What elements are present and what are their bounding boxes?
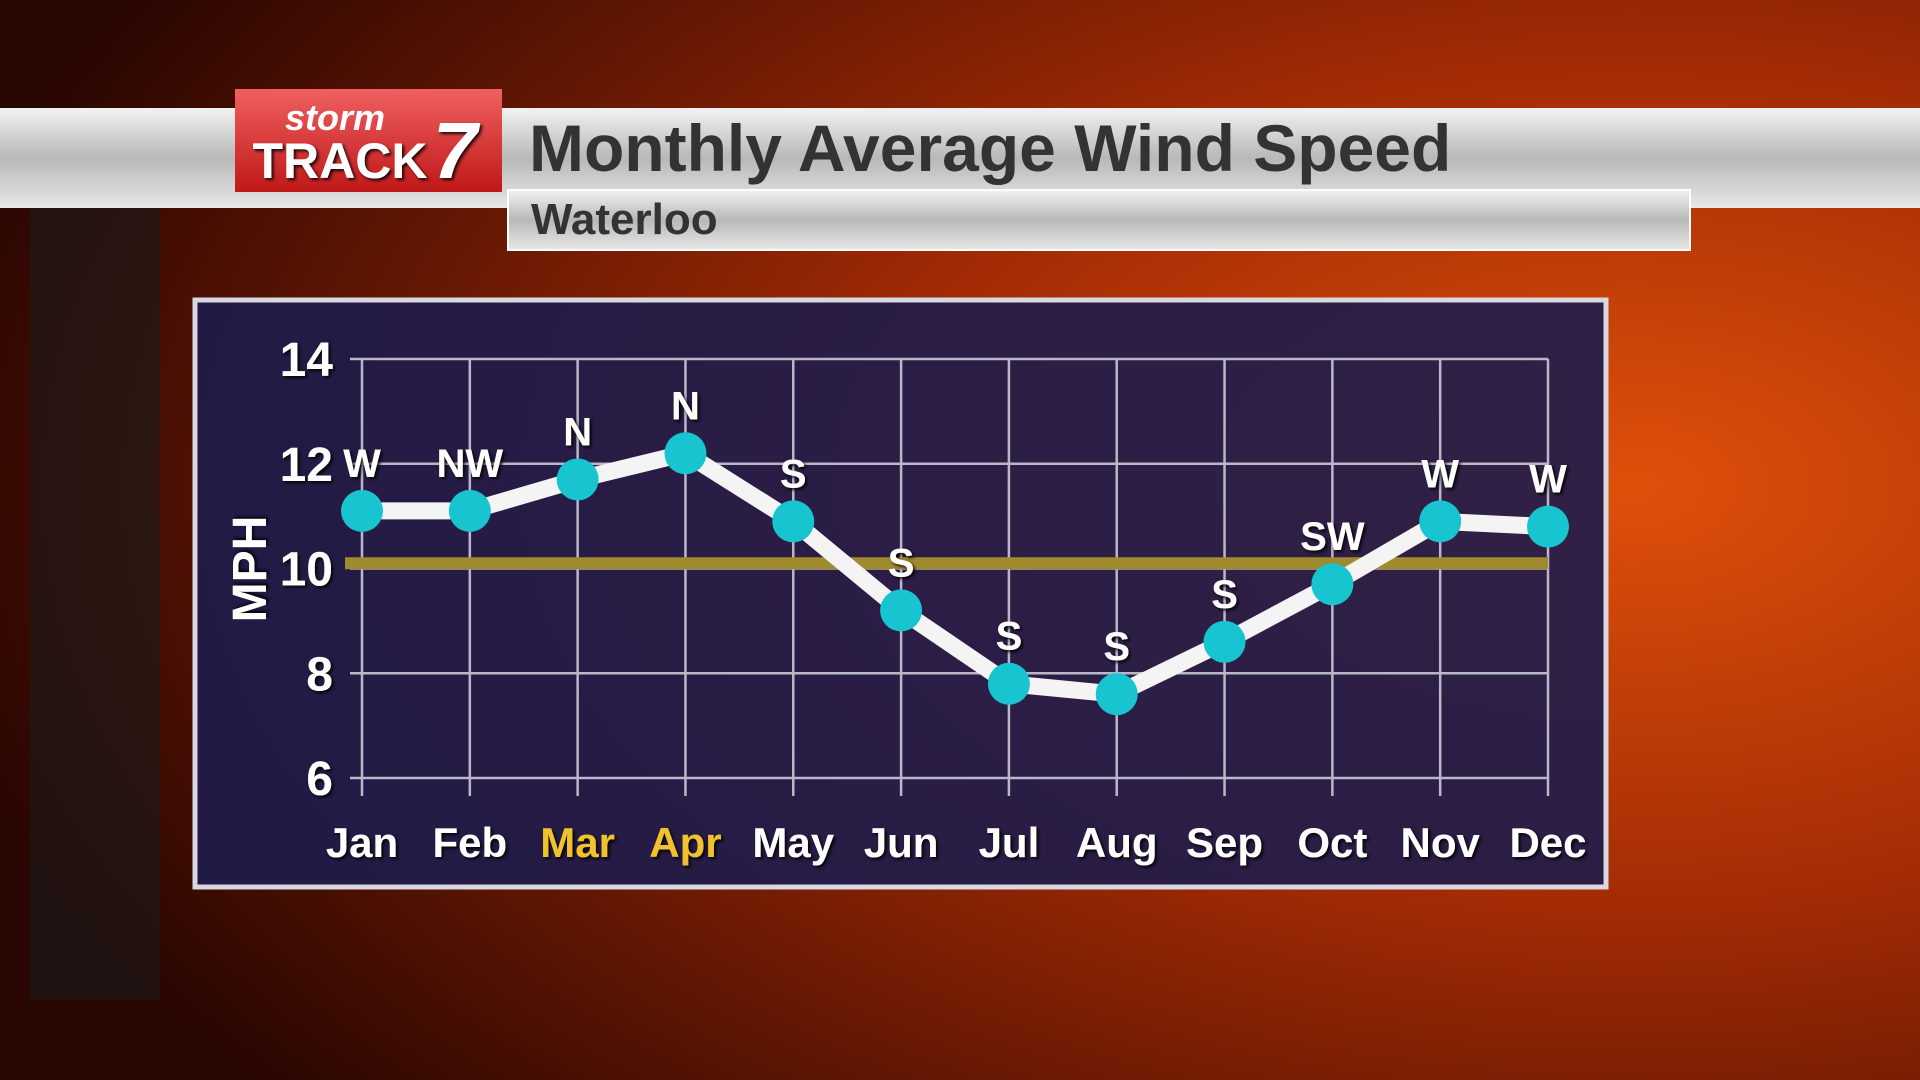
data-point: [341, 489, 383, 532]
x-tick-label: Jun: [864, 819, 939, 866]
logo-box: [235, 89, 502, 192]
data-point: [1311, 563, 1354, 606]
x-tick-label: Sep: [1186, 819, 1263, 866]
direction-label: S: [996, 615, 1023, 659]
y-tick-label: 6: [306, 753, 333, 806]
data-point: [664, 432, 707, 475]
direction-label: NW: [436, 442, 503, 486]
x-tick-label: Apr: [649, 819, 721, 866]
logo-line2: TRACK: [253, 133, 428, 189]
x-tick-label: Jan: [326, 819, 398, 866]
direction-label: S: [1211, 573, 1238, 617]
x-tick-label: Mar: [540, 819, 615, 866]
data-point: [880, 589, 923, 632]
chart-title: Monthly Average Wind Speed: [529, 111, 1451, 185]
logo-line1: storm: [285, 97, 385, 138]
y-tick-label: 10: [280, 544, 333, 597]
x-tick-label: Oct: [1297, 819, 1367, 866]
direction-label: W: [1421, 452, 1459, 496]
data-point: [987, 662, 1030, 705]
direction-label: S: [888, 541, 915, 585]
x-tick-label: Nov: [1401, 819, 1481, 866]
data-point: [1527, 505, 1569, 548]
data-point: [1419, 500, 1462, 543]
data-point: [448, 489, 491, 532]
x-tick-label: May: [752, 819, 834, 866]
direction-label: S: [780, 452, 807, 496]
x-tick-label: Feb: [432, 819, 507, 866]
direction-label: N: [563, 410, 592, 454]
subtitle-bar: [507, 189, 1691, 251]
y-tick-label: 14: [280, 334, 334, 387]
direction-label: SW: [1300, 515, 1365, 559]
y-tick-label: 8: [306, 648, 333, 701]
data-point: [556, 458, 599, 501]
logo-number: 7: [433, 106, 481, 195]
y-tick-label: 12: [280, 439, 333, 492]
thermometer-shadow: [30, 190, 160, 1000]
x-tick-label: Jul: [979, 819, 1040, 866]
direction-label: W: [1529, 458, 1567, 502]
direction-label: S: [1103, 625, 1130, 669]
x-tick-label: Dec: [1509, 819, 1586, 866]
data-point: [1095, 673, 1138, 716]
direction-label: W: [343, 442, 381, 486]
chart-subtitle: Waterloo: [531, 195, 718, 244]
y-axis-label: MPH: [224, 516, 277, 623]
x-tick-label: Aug: [1076, 819, 1158, 866]
direction-label: N: [671, 384, 700, 428]
data-point: [772, 500, 815, 543]
data-point: [1203, 620, 1246, 663]
